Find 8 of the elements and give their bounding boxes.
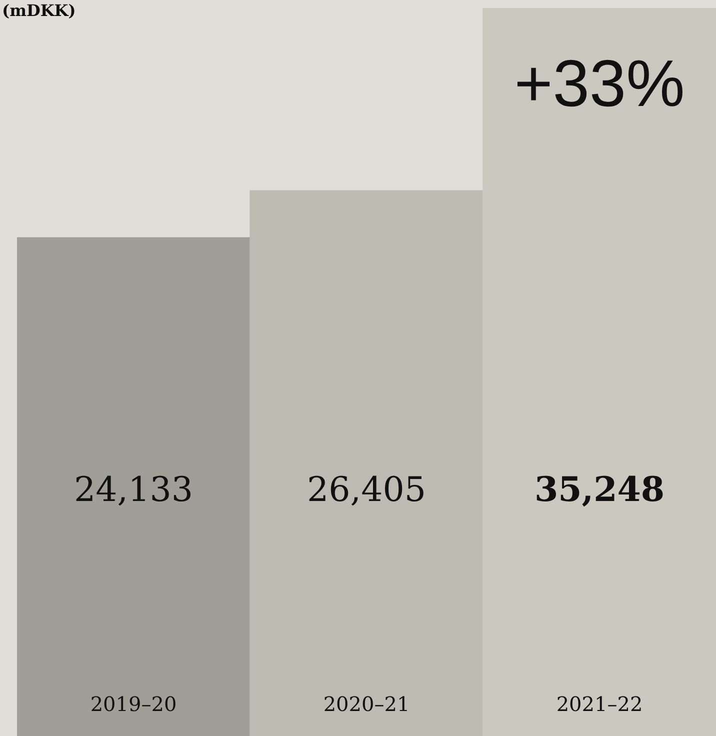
- x-tick-label: 2020–21: [323, 692, 410, 716]
- chart-title: (mDKK): [2, 1, 76, 20]
- annotation: +33%: [514, 46, 685, 120]
- data-label: 35,248: [534, 470, 665, 510]
- x-tick-label: 2021–22: [556, 692, 643, 716]
- x-tick-label: 2019–20: [90, 692, 177, 716]
- data-label: 26,405: [307, 470, 426, 510]
- data-label: 24,133: [74, 470, 193, 510]
